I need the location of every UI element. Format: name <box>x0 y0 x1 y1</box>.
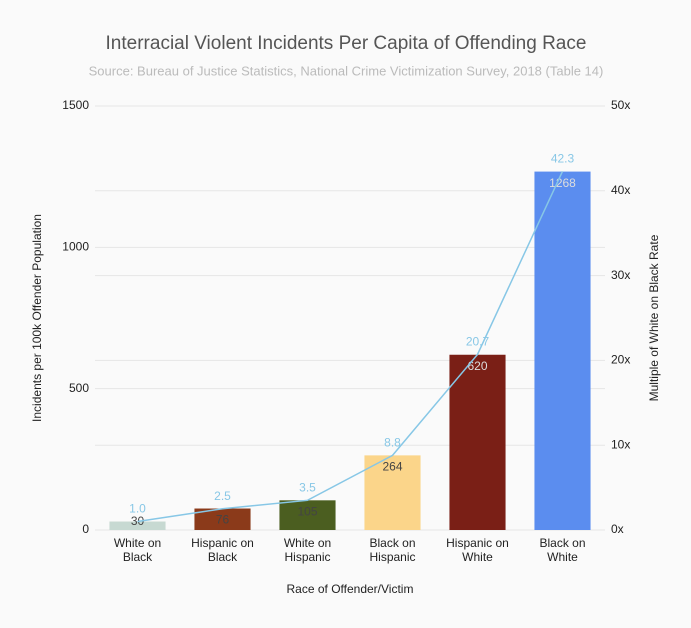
x-tick-label: Black on White <box>539 536 585 564</box>
multiple-value-label: 2.5 <box>214 489 231 503</box>
chart-subtitle: Source: Bureau of Justice Statistics, Na… <box>89 63 604 78</box>
x-tick-line: Black <box>208 550 238 564</box>
multiple-value-label: 3.5 <box>299 480 316 494</box>
bar-value-label: 1268 <box>549 176 576 190</box>
x-tick-label: Hispanic on Black <box>191 536 254 564</box>
bar <box>194 508 251 530</box>
x-tick-line: Hispanic on <box>191 536 254 550</box>
x-tick-line: White on <box>114 536 161 550</box>
multiple-value-label: 8.8 <box>384 436 401 450</box>
y2-tick-label: 40x <box>611 183 630 197</box>
multiple-value-label: 1.0 <box>129 502 146 516</box>
y-tick-label: 1000 <box>62 240 89 254</box>
bar <box>534 171 591 530</box>
y2-tick-label: 10x <box>611 437 630 451</box>
y2-tick-label: 30x <box>611 268 630 282</box>
x-tick-label: White on Hispanic <box>284 536 331 564</box>
y-axis-label: Incidents per 100k Offender Population <box>30 214 44 422</box>
x-tick-line: White <box>547 550 578 564</box>
x-tick-line: Hispanic <box>284 550 330 564</box>
y-tick-label: 1500 <box>62 98 89 112</box>
bar <box>109 521 166 530</box>
y-tick-label: 0 <box>82 522 89 536</box>
x-tick-line: Hispanic on <box>446 536 509 550</box>
x-axis-label: Race of Offender/Victim <box>287 582 414 596</box>
bar-value-label: 620 <box>467 359 487 373</box>
bar-value-label: 76 <box>216 513 230 527</box>
x-tick-label: White on Black <box>114 536 161 564</box>
bar <box>364 455 421 530</box>
y2-tick-label: 20x <box>611 353 630 367</box>
multiple-value-label: 42.3 <box>551 151 575 165</box>
x-tick-line: White <box>462 550 493 564</box>
x-tick-line: Hispanic <box>369 550 415 564</box>
bar <box>449 354 506 530</box>
bar <box>279 500 336 530</box>
bar-value-label: 264 <box>382 460 402 474</box>
x-tick-line: Black <box>123 550 153 564</box>
bar-value-label: 105 <box>297 504 317 518</box>
y2-tick-label: 50x <box>611 98 630 112</box>
x-tick-label: Hispanic on White <box>446 536 509 564</box>
chart-title: Interracial Violent Incidents Per Capita… <box>106 33 587 54</box>
y2-tick-label: 0x <box>611 522 624 536</box>
y2-axis-label: Multiple of White on Black Rate <box>647 234 661 401</box>
x-tick-label: Black on Hispanic <box>369 536 415 564</box>
x-tick-line: Black on <box>369 536 415 550</box>
multiple-value-label: 20.7 <box>466 335 490 349</box>
x-tick-line: White on <box>284 536 331 550</box>
x-tick-line: Black on <box>539 536 585 550</box>
multiple-line <box>137 170 564 523</box>
y-tick-label: 500 <box>69 381 89 395</box>
